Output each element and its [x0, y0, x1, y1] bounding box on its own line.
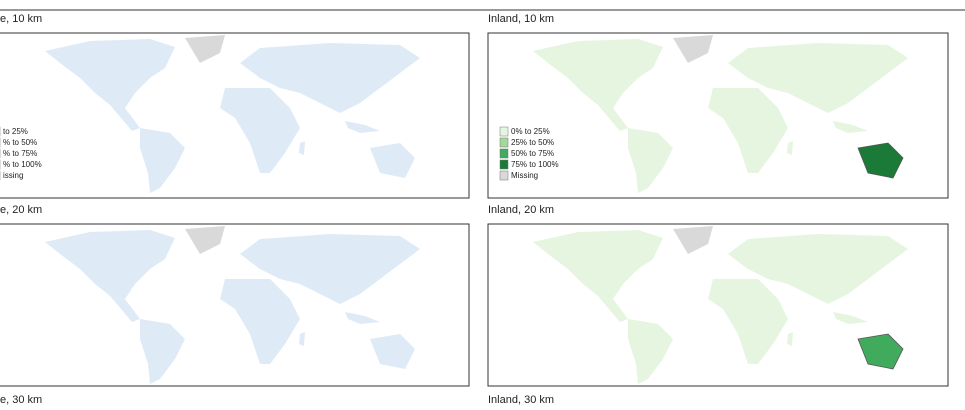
legend-label: 0% to 25%	[511, 127, 550, 136]
panel-3: e, 20 km	[0, 204, 470, 387]
legend-label: Missing	[511, 171, 538, 180]
legend-label: % to 100%	[3, 160, 42, 169]
legend-swatch	[499, 126, 509, 137]
legend-label: % to 50%	[3, 138, 37, 147]
panel-title: Inland, 30 km	[488, 394, 554, 406]
legend-label: 75% to 100%	[511, 160, 559, 169]
panel-title: e, 30 km	[0, 394, 42, 406]
panel-2: Inland, 10 km	[487, 13, 949, 199]
legend-label: % to 75%	[3, 149, 37, 158]
legend-label: 50% to 75%	[511, 149, 554, 158]
panel-4: Inland, 20 km	[487, 204, 949, 387]
panel-1: e, 10 km	[0, 13, 470, 199]
legend-swatch	[499, 137, 509, 148]
legend-left: to 25% % to 50% % to 75% % to 100% issing	[0, 126, 42, 181]
legend-swatch	[499, 170, 509, 181]
legend-label: issing	[3, 171, 23, 180]
legend-swatch	[499, 159, 509, 170]
panel-title: Inland, 20 km	[488, 204, 554, 216]
legend-right: 0% to 25% 25% to 50% 50% to 75% 75% to 100%…	[499, 126, 559, 181]
legend-label: to 25%	[3, 127, 28, 136]
panel-title: e, 20 km	[0, 204, 42, 216]
panel-title: Inland, 10 km	[488, 13, 554, 25]
legend-label: 25% to 50%	[511, 138, 554, 147]
legend-swatch	[499, 148, 509, 159]
panel-title: e, 10 km	[0, 13, 42, 25]
